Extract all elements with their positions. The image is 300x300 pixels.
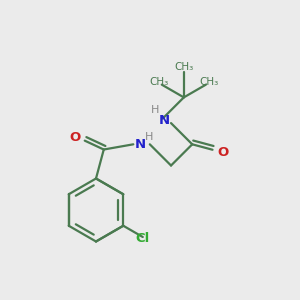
Text: O: O — [218, 146, 229, 159]
Text: O: O — [70, 131, 81, 144]
Text: CH₃: CH₃ — [174, 62, 194, 72]
Text: H: H — [151, 106, 160, 116]
Text: N: N — [135, 138, 146, 151]
Text: H: H — [145, 132, 153, 142]
Text: CH₃: CH₃ — [149, 77, 168, 87]
Text: Cl: Cl — [136, 232, 150, 245]
Text: CH₃: CH₃ — [200, 77, 219, 87]
Text: N: N — [159, 114, 170, 127]
